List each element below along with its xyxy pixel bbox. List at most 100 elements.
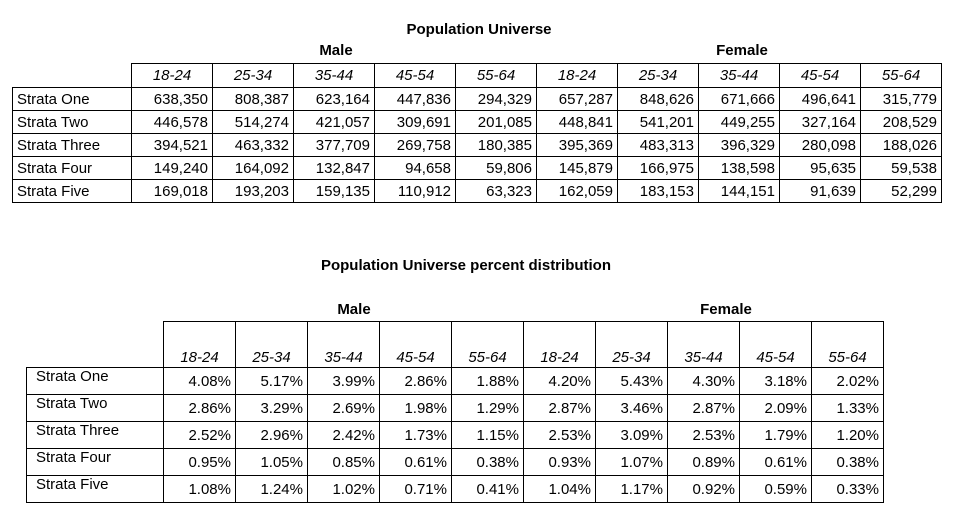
cell-value: 2.02% <box>811 367 884 395</box>
row-label: Strata Four <box>12 156 132 180</box>
cell-value: 3.29% <box>235 394 308 422</box>
cell-value: 159,135 <box>293 179 375 203</box>
cell-value: 2.53% <box>523 421 596 449</box>
table-row: Strata Five 1.08% 1.24% 1.02% 0.71% 0.41… <box>26 475 884 503</box>
row-label: Strata Three <box>12 133 132 157</box>
cell-value: 315,779 <box>860 87 942 111</box>
cell-value: 1.17% <box>595 475 668 503</box>
table1-age-header: 35-44 <box>698 63 780 88</box>
cell-value: 395,369 <box>536 133 618 157</box>
cell-value: 448,841 <box>536 110 618 134</box>
cell-value: 2.53% <box>667 421 740 449</box>
cell-value: 2.86% <box>379 367 452 395</box>
table-row: Strata Five 169,018 193,203 159,135 110,… <box>12 179 942 203</box>
cell-value: 1.73% <box>379 421 452 449</box>
table-row: Strata One 4.08% 5.17% 3.99% 2.86% 1.88%… <box>26 367 884 395</box>
cell-value: 2.86% <box>163 394 236 422</box>
cell-value: 4.08% <box>163 367 236 395</box>
cell-value: 1.29% <box>451 394 524 422</box>
table1-age-header: 18-24 <box>536 63 618 88</box>
population-universe-table: 18-24 25-34 35-44 45-54 55-64 18-24 25-3… <box>12 63 942 203</box>
cell-value: 208,529 <box>860 110 942 134</box>
cell-value: 4.20% <box>523 367 596 395</box>
cell-value: 657,287 <box>536 87 618 111</box>
cell-value: 2.52% <box>163 421 236 449</box>
cell-value: 1.79% <box>739 421 812 449</box>
cell-value: 2.96% <box>235 421 308 449</box>
table-row: Strata Three 2.52% 2.96% 2.42% 1.73% 1.1… <box>26 421 884 449</box>
cell-value: 183,153 <box>617 179 699 203</box>
cell-value: 1.88% <box>451 367 524 395</box>
cell-value: 0.61% <box>739 448 812 476</box>
cell-value: 1.07% <box>595 448 668 476</box>
population-percent-distribution-table: 18-24 25-34 35-44 45-54 55-64 18-24 25-3… <box>26 321 884 503</box>
cell-value: 483,313 <box>617 133 699 157</box>
table2-female-label: Female <box>700 301 752 318</box>
cell-value: 2.42% <box>307 421 380 449</box>
table1-age-header: 45-54 <box>374 63 456 88</box>
cell-value: 623,164 <box>293 87 375 111</box>
cell-value: 180,385 <box>455 133 537 157</box>
row-label: Strata Four <box>26 448 164 476</box>
cell-value: 0.71% <box>379 475 452 503</box>
cell-value: 3.46% <box>595 394 668 422</box>
table1-age-header: 18-24 <box>131 63 213 88</box>
cell-value: 2.87% <box>523 394 596 422</box>
cell-value: 5.43% <box>595 367 668 395</box>
table1-age-header: 25-34 <box>617 63 699 88</box>
cell-value: 0.95% <box>163 448 236 476</box>
table2-age-header: 35-44 <box>667 321 740 368</box>
table2-corner-cell <box>27 322 164 368</box>
table1-age-header: 25-34 <box>212 63 294 88</box>
row-label: Strata Two <box>26 394 164 422</box>
cell-value: 848,626 <box>617 87 699 111</box>
table2-age-header: 45-54 <box>379 321 452 368</box>
table1-title: Population Universe <box>406 21 552 38</box>
cell-value: 3.99% <box>307 367 380 395</box>
cell-value: 59,538 <box>860 156 942 180</box>
cell-value: 463,332 <box>212 133 294 157</box>
cell-value: 294,329 <box>455 87 537 111</box>
cell-value: 1.98% <box>379 394 452 422</box>
table2-age-header: 55-64 <box>811 321 884 368</box>
table-row: Strata Three 394,521 463,332 377,709 269… <box>12 133 942 157</box>
cell-value: 162,059 <box>536 179 618 203</box>
table1-age-header: 55-64 <box>860 63 942 88</box>
table1-corner-cell <box>13 64 132 88</box>
cell-value: 3.09% <box>595 421 668 449</box>
cell-value: 59,806 <box>455 156 537 180</box>
cell-value: 95,635 <box>779 156 861 180</box>
table1-male-label: Male <box>319 42 353 59</box>
cell-value: 2.09% <box>739 394 812 422</box>
cell-value: 396,329 <box>698 133 780 157</box>
cell-value: 5.17% <box>235 367 308 395</box>
cell-value: 1.24% <box>235 475 308 503</box>
cell-value: 0.59% <box>739 475 812 503</box>
cell-value: 166,975 <box>617 156 699 180</box>
table1-age-header: 55-64 <box>455 63 537 88</box>
table2-age-header: 18-24 <box>523 321 596 368</box>
cell-value: 1.15% <box>451 421 524 449</box>
row-label: Strata Five <box>26 475 164 503</box>
cell-value: 0.38% <box>451 448 524 476</box>
table2-age-header: 18-24 <box>163 321 236 368</box>
table-row: Strata Two 446,578 514,274 421,057 309,6… <box>12 110 942 134</box>
cell-value: 377,709 <box>293 133 375 157</box>
cell-value: 169,018 <box>131 179 213 203</box>
cell-value: 496,641 <box>779 87 861 111</box>
table2-age-header: 35-44 <box>307 321 380 368</box>
cell-value: 2.69% <box>307 394 380 422</box>
table-row: Strata Four 149,240 164,092 132,847 94,6… <box>12 156 942 180</box>
cell-value: 0.38% <box>811 448 884 476</box>
cell-value: 541,201 <box>617 110 699 134</box>
cell-value: 309,691 <box>374 110 456 134</box>
table1-header-row: 18-24 25-34 35-44 45-54 55-64 18-24 25-3… <box>13 63 942 88</box>
cell-value: 1.02% <box>307 475 380 503</box>
cell-value: 149,240 <box>131 156 213 180</box>
cell-value: 193,203 <box>212 179 294 203</box>
cell-value: 327,164 <box>779 110 861 134</box>
table2-age-header: 25-34 <box>595 321 668 368</box>
cell-value: 1.08% <box>163 475 236 503</box>
row-label: Strata Five <box>12 179 132 203</box>
cell-value: 110,912 <box>374 179 456 203</box>
